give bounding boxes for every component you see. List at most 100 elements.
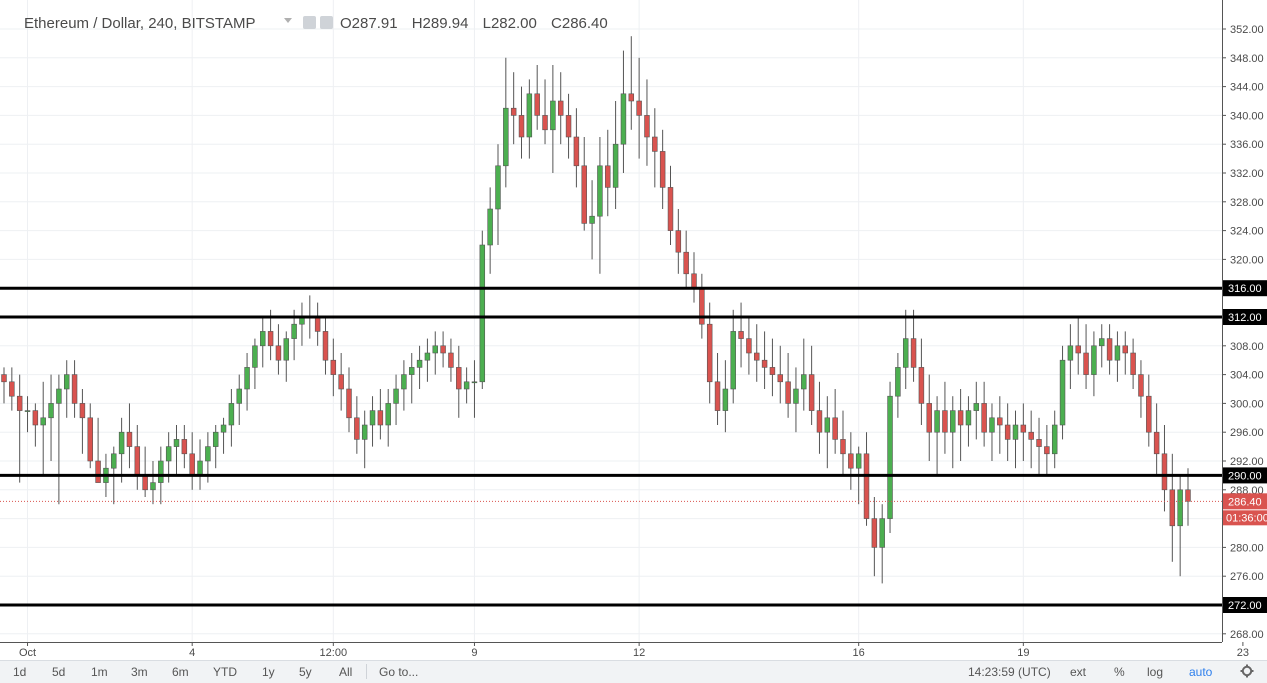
timeframe-all[interactable]: All [339, 665, 353, 679]
level-axis-marker [1223, 467, 1267, 484]
toolbar-divider [366, 664, 367, 679]
candle-body [448, 352, 454, 368]
chart-legend: Ethereum / Dollar, 240, BITSTAMP O287.91… [0, 0, 1222, 46]
candle-body [244, 367, 250, 390]
candle-body [173, 439, 180, 447]
candle-body [699, 287, 705, 325]
clock-readout[interactable]: 14:23:59 (UTC) [968, 665, 1051, 679]
candle-body [730, 331, 736, 390]
eye-icon[interactable] [303, 16, 316, 29]
candle-body [761, 359, 768, 368]
candle-body [479, 244, 486, 383]
price-tick-label: 308.00 [1230, 341, 1264, 353]
price-tick-label: 296.00 [1230, 427, 1264, 439]
candle-body [1059, 359, 1066, 426]
candle-body [16, 395, 23, 411]
price-tick-label: 276.00 [1230, 571, 1264, 583]
candle-body [950, 410, 956, 433]
candle-body [322, 331, 329, 361]
candle-body [275, 345, 282, 361]
price-tick-label: 324.00 [1230, 226, 1264, 238]
candle-body [1106, 338, 1113, 361]
candle-body [934, 410, 940, 433]
timeframe-5d[interactable]: 5d [52, 665, 66, 679]
timeframe-5y[interactable]: 5y [299, 665, 312, 679]
candle-body [510, 107, 517, 116]
candle-body [205, 446, 211, 462]
high-value: H289.94 [411, 15, 469, 32]
candle-body [71, 374, 78, 404]
auto-toggle[interactable]: auto [1189, 665, 1213, 679]
ext-toggle[interactable]: ext [1070, 665, 1087, 679]
candle-body [550, 100, 556, 131]
candle-body [495, 165, 501, 210]
price-tick-label: 348.00 [1230, 53, 1264, 65]
timeframe-1m[interactable]: 1m [91, 665, 108, 679]
candle-body [369, 410, 376, 426]
candle-body [56, 388, 62, 404]
candle-body [557, 100, 564, 116]
candle-body [581, 165, 587, 224]
level-axis-marker [1223, 597, 1267, 613]
timeframe-3m[interactable]: 3m [131, 665, 148, 679]
candle-body [1185, 489, 1191, 502]
candle-body [338, 374, 344, 390]
percent-toggle[interactable]: % [1114, 665, 1125, 679]
candle-body [863, 453, 870, 519]
candle-body [456, 367, 462, 390]
symbol-title[interactable]: Ethereum / Dollar, 240, BITSTAMP [24, 15, 256, 32]
candle-body [824, 417, 831, 433]
ohlc-readout: O287.91 H289.94 L282.00 C286.40 [340, 15, 618, 32]
goto-button[interactable]: Go to... [379, 665, 419, 679]
candle-body [910, 338, 917, 368]
candle-body [409, 367, 415, 375]
candle-body [1, 374, 7, 383]
candle-body [518, 115, 525, 138]
candle-body [1099, 338, 1105, 347]
candle-body [142, 475, 148, 491]
time-tick-label: 4 [189, 647, 195, 659]
timeframe-1y[interactable]: 1y [262, 665, 275, 679]
candle-body [659, 151, 666, 188]
candle-body [942, 410, 948, 433]
candle-body [683, 251, 689, 275]
candle-body [401, 374, 407, 390]
log-toggle[interactable]: log [1147, 665, 1164, 679]
countdown-label: 01:36:00 [1226, 512, 1267, 524]
candle-body [1161, 453, 1168, 491]
settings-icon[interactable] [320, 16, 333, 29]
candle-body [785, 381, 791, 404]
time-tick-label: Oct [19, 647, 36, 659]
candle-body [9, 381, 15, 397]
candle-body [754, 352, 760, 361]
timeframe-1d[interactable]: 1d [13, 665, 27, 679]
candle-body [691, 273, 697, 289]
price-tick-label: 344.00 [1230, 82, 1264, 94]
candle-body [902, 338, 909, 368]
candle-body [620, 93, 627, 145]
timeframe-6m[interactable]: 6m [172, 665, 189, 679]
candle-body [283, 338, 290, 361]
candle-body [48, 403, 54, 419]
gear-icon[interactable] [1240, 664, 1254, 678]
candle-body [134, 446, 141, 476]
candle-body [1138, 374, 1144, 397]
level-label: 312.00 [1228, 312, 1262, 324]
candle-body [1036, 439, 1042, 447]
candle-body [675, 230, 682, 253]
candle-body [385, 403, 391, 426]
candle-body [957, 410, 964, 426]
candle-body [667, 187, 674, 231]
candle-body [1028, 431, 1034, 440]
low-value: L282.00 [482, 15, 537, 32]
candle-body [228, 403, 235, 426]
candle-body [1130, 352, 1136, 375]
candle-body [440, 345, 446, 354]
candle-body [24, 410, 31, 412]
candle-body [1091, 345, 1097, 375]
candle-body [526, 93, 533, 138]
symbol-dropdown-icon[interactable] [284, 18, 292, 23]
timeframe-ytd[interactable]: YTD [213, 665, 237, 679]
candle-body [808, 374, 815, 411]
